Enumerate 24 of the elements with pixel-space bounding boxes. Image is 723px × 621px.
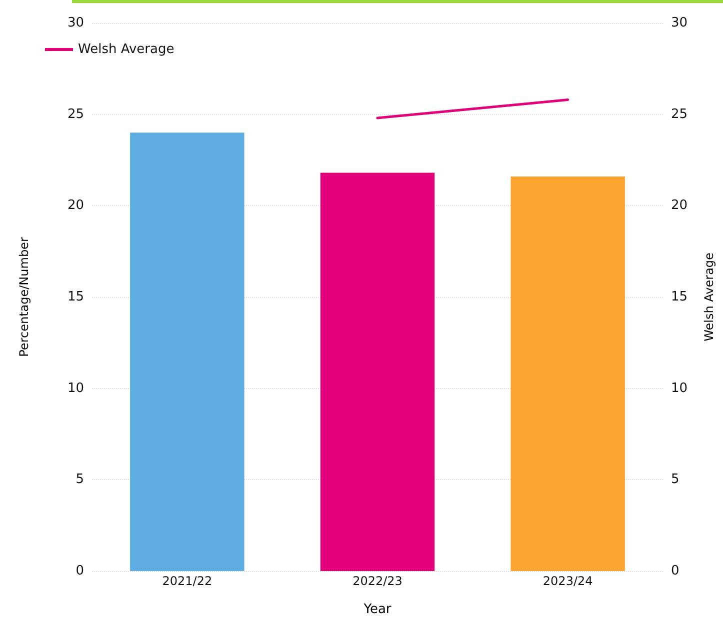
y-tick-label: 25	[67, 106, 84, 122]
y-tick-label: 5	[76, 472, 84, 488]
y-tick-label: 10	[67, 380, 84, 396]
y-tick-label: 20	[67, 198, 84, 214]
y2-tick-label: 30	[671, 16, 688, 30]
y2-axis-title: Welsh Average	[702, 252, 716, 342]
y-tick-label: 0	[76, 564, 84, 578]
y2-tick-label: 25	[671, 106, 688, 122]
x-axis-title: Year	[362, 602, 392, 617]
bar	[320, 172, 435, 571]
y-tick-label: 15	[67, 290, 84, 304]
y2-tick-label: 0	[671, 564, 680, 578]
y2-tick-label: 20	[671, 198, 688, 214]
legend-label: Welsh Average	[78, 42, 174, 57]
x-tick-label: 2021/22	[162, 574, 212, 588]
y2-tick-label: 10	[671, 380, 688, 396]
bar	[130, 132, 244, 571]
x-tick-label: 2023/24	[542, 574, 593, 588]
bar	[510, 176, 625, 571]
y-axis-title: Percentage/Number	[17, 237, 31, 357]
y2-tick-label: 5	[671, 472, 680, 488]
y2-tick-label: 15	[671, 290, 688, 304]
y-tick-label: 30	[67, 16, 84, 30]
x-tick-label: 2022/23	[352, 574, 402, 588]
